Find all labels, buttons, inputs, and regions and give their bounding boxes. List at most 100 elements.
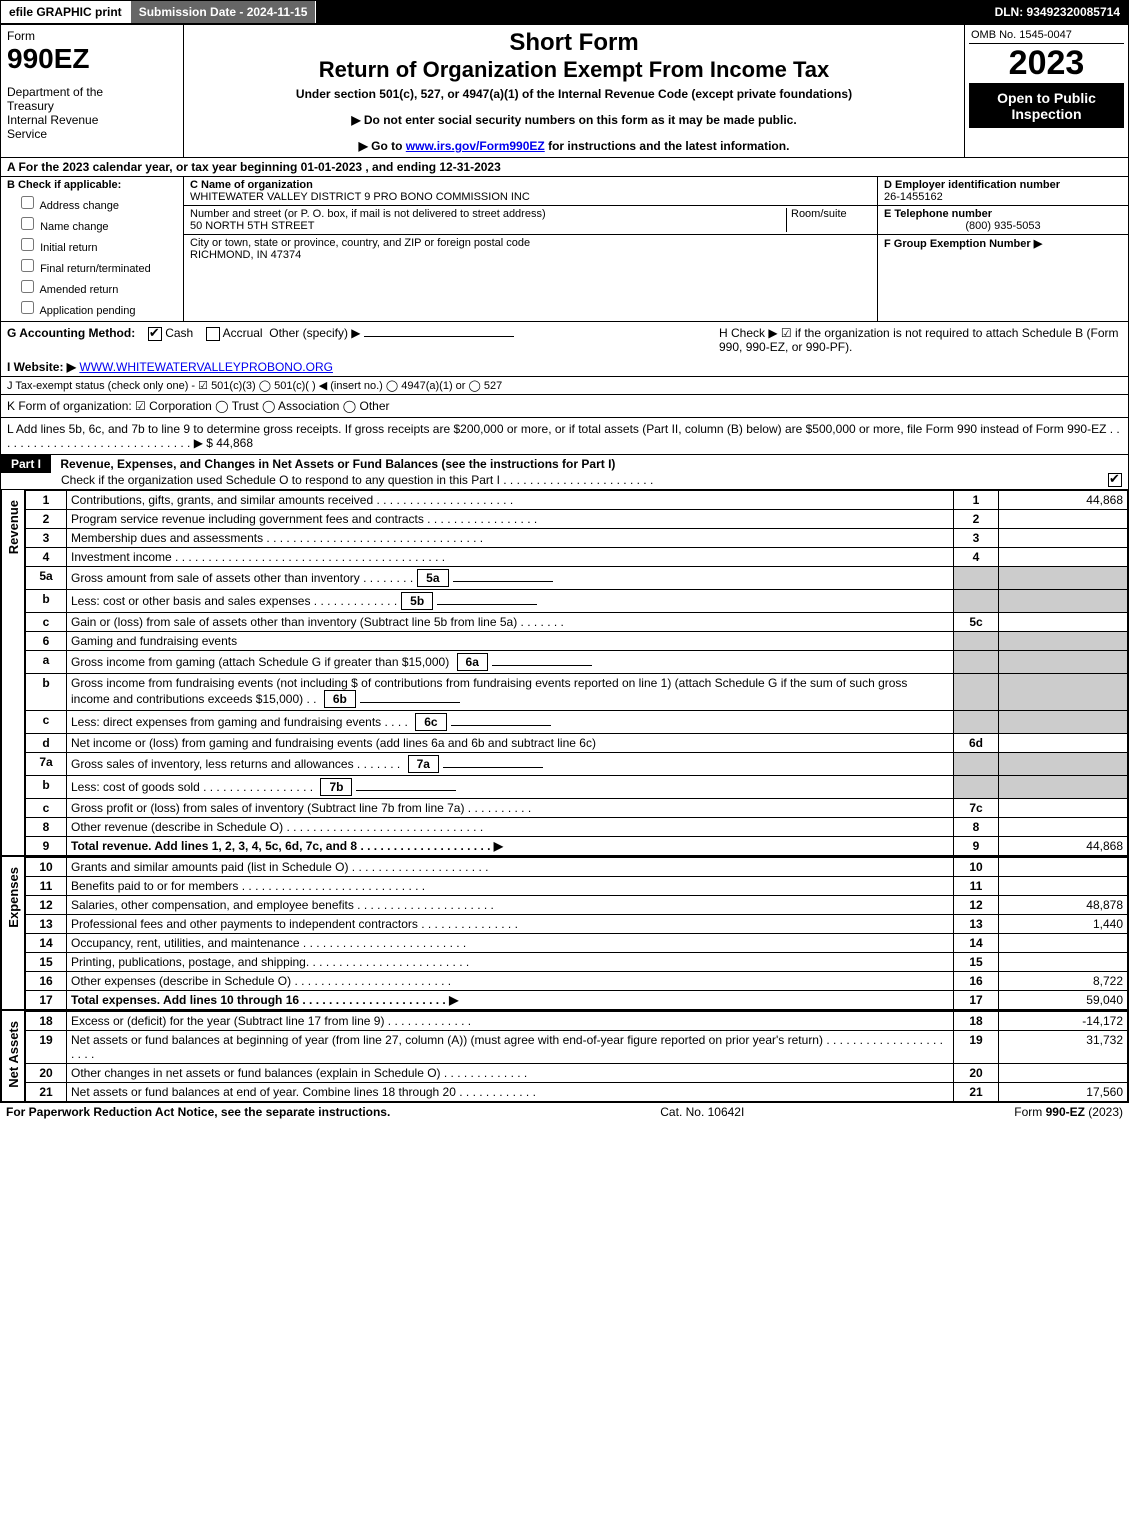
section-bcd: B Check if applicable: Address change Na… — [1, 177, 1128, 322]
opt-final-return[interactable]: Final return/terminated — [17, 256, 177, 275]
tax-year: 2023 — [969, 44, 1124, 84]
line-12: 12Salaries, other compensation, and empl… — [26, 896, 1128, 915]
city-label: City or town, state or province, country… — [190, 237, 530, 249]
netassets-sidelabel-text: Net Assets — [6, 1011, 21, 1098]
line-17: 17Total expenses. Add lines 10 through 1… — [26, 991, 1128, 1010]
irs-link[interactable]: www.irs.gov/Form990EZ — [406, 139, 545, 153]
line-21: 21Net assets or fund balances at end of … — [26, 1083, 1128, 1102]
line-9: 9Total revenue. Add lines 1, 2, 3, 4, 5c… — [26, 837, 1128, 856]
line-6b: bGross income from fundraising events (n… — [26, 674, 1128, 711]
org-name-label: C Name of organization — [190, 179, 313, 191]
line-8-desc: Other revenue (describe in Schedule O) .… — [67, 818, 954, 837]
department-label: Department of theTreasuryInternal Revenu… — [7, 85, 177, 141]
line-17-desc: Total expenses. Add lines 10 through 16 … — [67, 991, 954, 1010]
note2-post: for instructions and the latest informat… — [545, 139, 790, 153]
chk-final-return[interactable] — [21, 259, 34, 272]
line-13-value: 1,440 — [999, 915, 1128, 934]
line-l-text: L Add lines 5b, 6c, and 7b to line 9 to … — [7, 422, 1120, 450]
line-8: 8Other revenue (describe in Schedule O) … — [26, 818, 1128, 837]
line-21-desc: Net assets or fund balances at end of ye… — [67, 1083, 954, 1102]
line-6c-desc: Less: direct expenses from gaming and fu… — [67, 711, 954, 734]
row-gh: G Accounting Method: Cash Accrual Other … — [1, 322, 1128, 358]
line-5c-desc: Gain or (loss) from sale of assets other… — [67, 613, 954, 632]
group-exemption-block: F Group Exemption Number ▶ — [878, 235, 1128, 252]
tel-block: E Telephone number (800) 935-5053 — [878, 206, 1128, 235]
chk-address-change[interactable] — [21, 196, 34, 209]
line-6d: dNet income or (loss) from gaming and fu… — [26, 734, 1128, 753]
line-18: 18Excess or (deficit) for the year (Subt… — [26, 1012, 1128, 1031]
note2-pre: ▶ Go to — [359, 139, 406, 153]
ein-block: D Employer identification number 26-1455… — [878, 177, 1128, 206]
line-17-value: 59,040 — [999, 991, 1128, 1010]
form-header: Form 990EZ Department of theTreasuryInte… — [1, 25, 1128, 158]
line-1-desc: Contributions, gifts, grants, and simila… — [67, 491, 954, 510]
ein-label: D Employer identification number — [884, 179, 1060, 191]
line-16-desc: Other expenses (describe in Schedule O) … — [67, 972, 954, 991]
line-1: 1Contributions, gifts, grants, and simil… — [26, 491, 1128, 510]
efile-label: efile GRAPHIC print — [1, 1, 131, 23]
chk-cash[interactable] — [148, 327, 162, 341]
opt-name-change[interactable]: Name change — [17, 214, 177, 233]
other-blank — [364, 336, 514, 337]
part1-check-row: Check if the organization used Schedule … — [1, 473, 1128, 489]
ein-value: 26-1455162 — [884, 191, 943, 203]
revenue-sidelabel-text: Revenue — [6, 490, 21, 564]
submission-date: Submission Date - 2024-11-15 — [131, 1, 317, 23]
line-g-label: G Accounting Method: — [7, 326, 135, 340]
section-c: C Name of organization WHITEWATER VALLEY… — [184, 177, 878, 321]
line-19-desc: Net assets or fund balances at beginning… — [67, 1031, 954, 1064]
line-16-value: 8,722 — [999, 972, 1128, 991]
part1-label: Part I — [1, 455, 51, 473]
netassets-group: Net Assets 18Excess or (deficit) for the… — [1, 1010, 1128, 1102]
opt-application-pending[interactable]: Application pending — [17, 298, 177, 317]
instructions-link-row: ▶ Go to www.irs.gov/Form990EZ for instru… — [192, 139, 956, 153]
opt3-text: Final return/terminated — [40, 263, 151, 275]
line-7b: bLess: cost of goods sold . . . . . . . … — [26, 776, 1128, 799]
website-link[interactable]: WWW.WHITEWATERVALLEYPROBONO.ORG — [79, 360, 333, 374]
room-suite-label: Room/suite — [787, 208, 871, 232]
line-5c: cGain or (loss) from sale of assets othe… — [26, 613, 1128, 632]
section-def: D Employer identification number 26-1455… — [878, 177, 1128, 321]
group-exemption-label: F Group Exemption Number ▶ — [884, 238, 1042, 250]
line-g: G Accounting Method: Cash Accrual Other … — [1, 322, 713, 358]
header-left: Form 990EZ Department of theTreasuryInte… — [1, 25, 184, 157]
omb-number: OMB No. 1545-0047 — [969, 27, 1124, 44]
line-6c: cLess: direct expenses from gaming and f… — [26, 711, 1128, 734]
chk-accrual[interactable] — [206, 327, 220, 341]
line-4-desc: Investment income . . . . . . . . . . . … — [67, 548, 954, 567]
line-7a: 7aGross sales of inventory, less returns… — [26, 753, 1128, 776]
opt4-text: Amended return — [39, 284, 118, 296]
footer-mid: Cat. No. 10642I — [660, 1105, 744, 1119]
line-7c: cGross profit or (loss) from sales of in… — [26, 799, 1128, 818]
website-label: I Website: ▶ — [7, 360, 76, 374]
header-right: OMB No. 1545-0047 2023 Open to Public In… — [965, 25, 1128, 157]
part1-header: Part I Revenue, Expenses, and Changes in… — [1, 454, 1128, 489]
chk-initial-return[interactable] — [21, 238, 34, 251]
line-6a-desc: Gross income from gaming (attach Schedul… — [67, 651, 954, 674]
line-19-value: 31,732 — [999, 1031, 1128, 1064]
line-6: 6Gaming and fundraising events — [26, 632, 1128, 651]
opt-address-change[interactable]: Address change — [17, 193, 177, 212]
part1-checkbox[interactable] — [1108, 473, 1122, 487]
footer-left: For Paperwork Reduction Act Notice, see … — [6, 1105, 390, 1119]
top-bar: efile GRAPHIC print Submission Date - 20… — [0, 0, 1129, 24]
chk-name-change[interactable] — [21, 217, 34, 230]
chk-amended-return[interactable] — [21, 280, 34, 293]
opt-amended-return[interactable]: Amended return — [17, 277, 177, 296]
line-12-desc: Salaries, other compensation, and employ… — [67, 896, 954, 915]
line-20-desc: Other changes in net assets or fund bala… — [67, 1064, 954, 1083]
opt0-text: Address change — [39, 200, 119, 212]
line-6d-desc: Net income or (loss) from gaming and fun… — [67, 734, 954, 753]
line-18-value: -14,172 — [999, 1012, 1128, 1031]
line-19: 19Net assets or fund balances at beginni… — [26, 1031, 1128, 1064]
chk-application-pending[interactable] — [21, 301, 34, 314]
line-9-desc: Total revenue. Add lines 1, 2, 3, 4, 5c,… — [67, 837, 954, 856]
line-21-value: 17,560 — [999, 1083, 1128, 1102]
line-7a-desc: Gross sales of inventory, less returns a… — [67, 753, 954, 776]
line-3-desc: Membership dues and assessments . . . . … — [67, 529, 954, 548]
opt-initial-return[interactable]: Initial return — [17, 235, 177, 254]
header-middle: Short Form Return of Organization Exempt… — [184, 25, 965, 157]
line-20: 20Other changes in net assets or fund ba… — [26, 1064, 1128, 1083]
expenses-sidelabel-text: Expenses — [6, 857, 21, 938]
org-city: RICHMOND, IN 47374 — [190, 249, 301, 261]
